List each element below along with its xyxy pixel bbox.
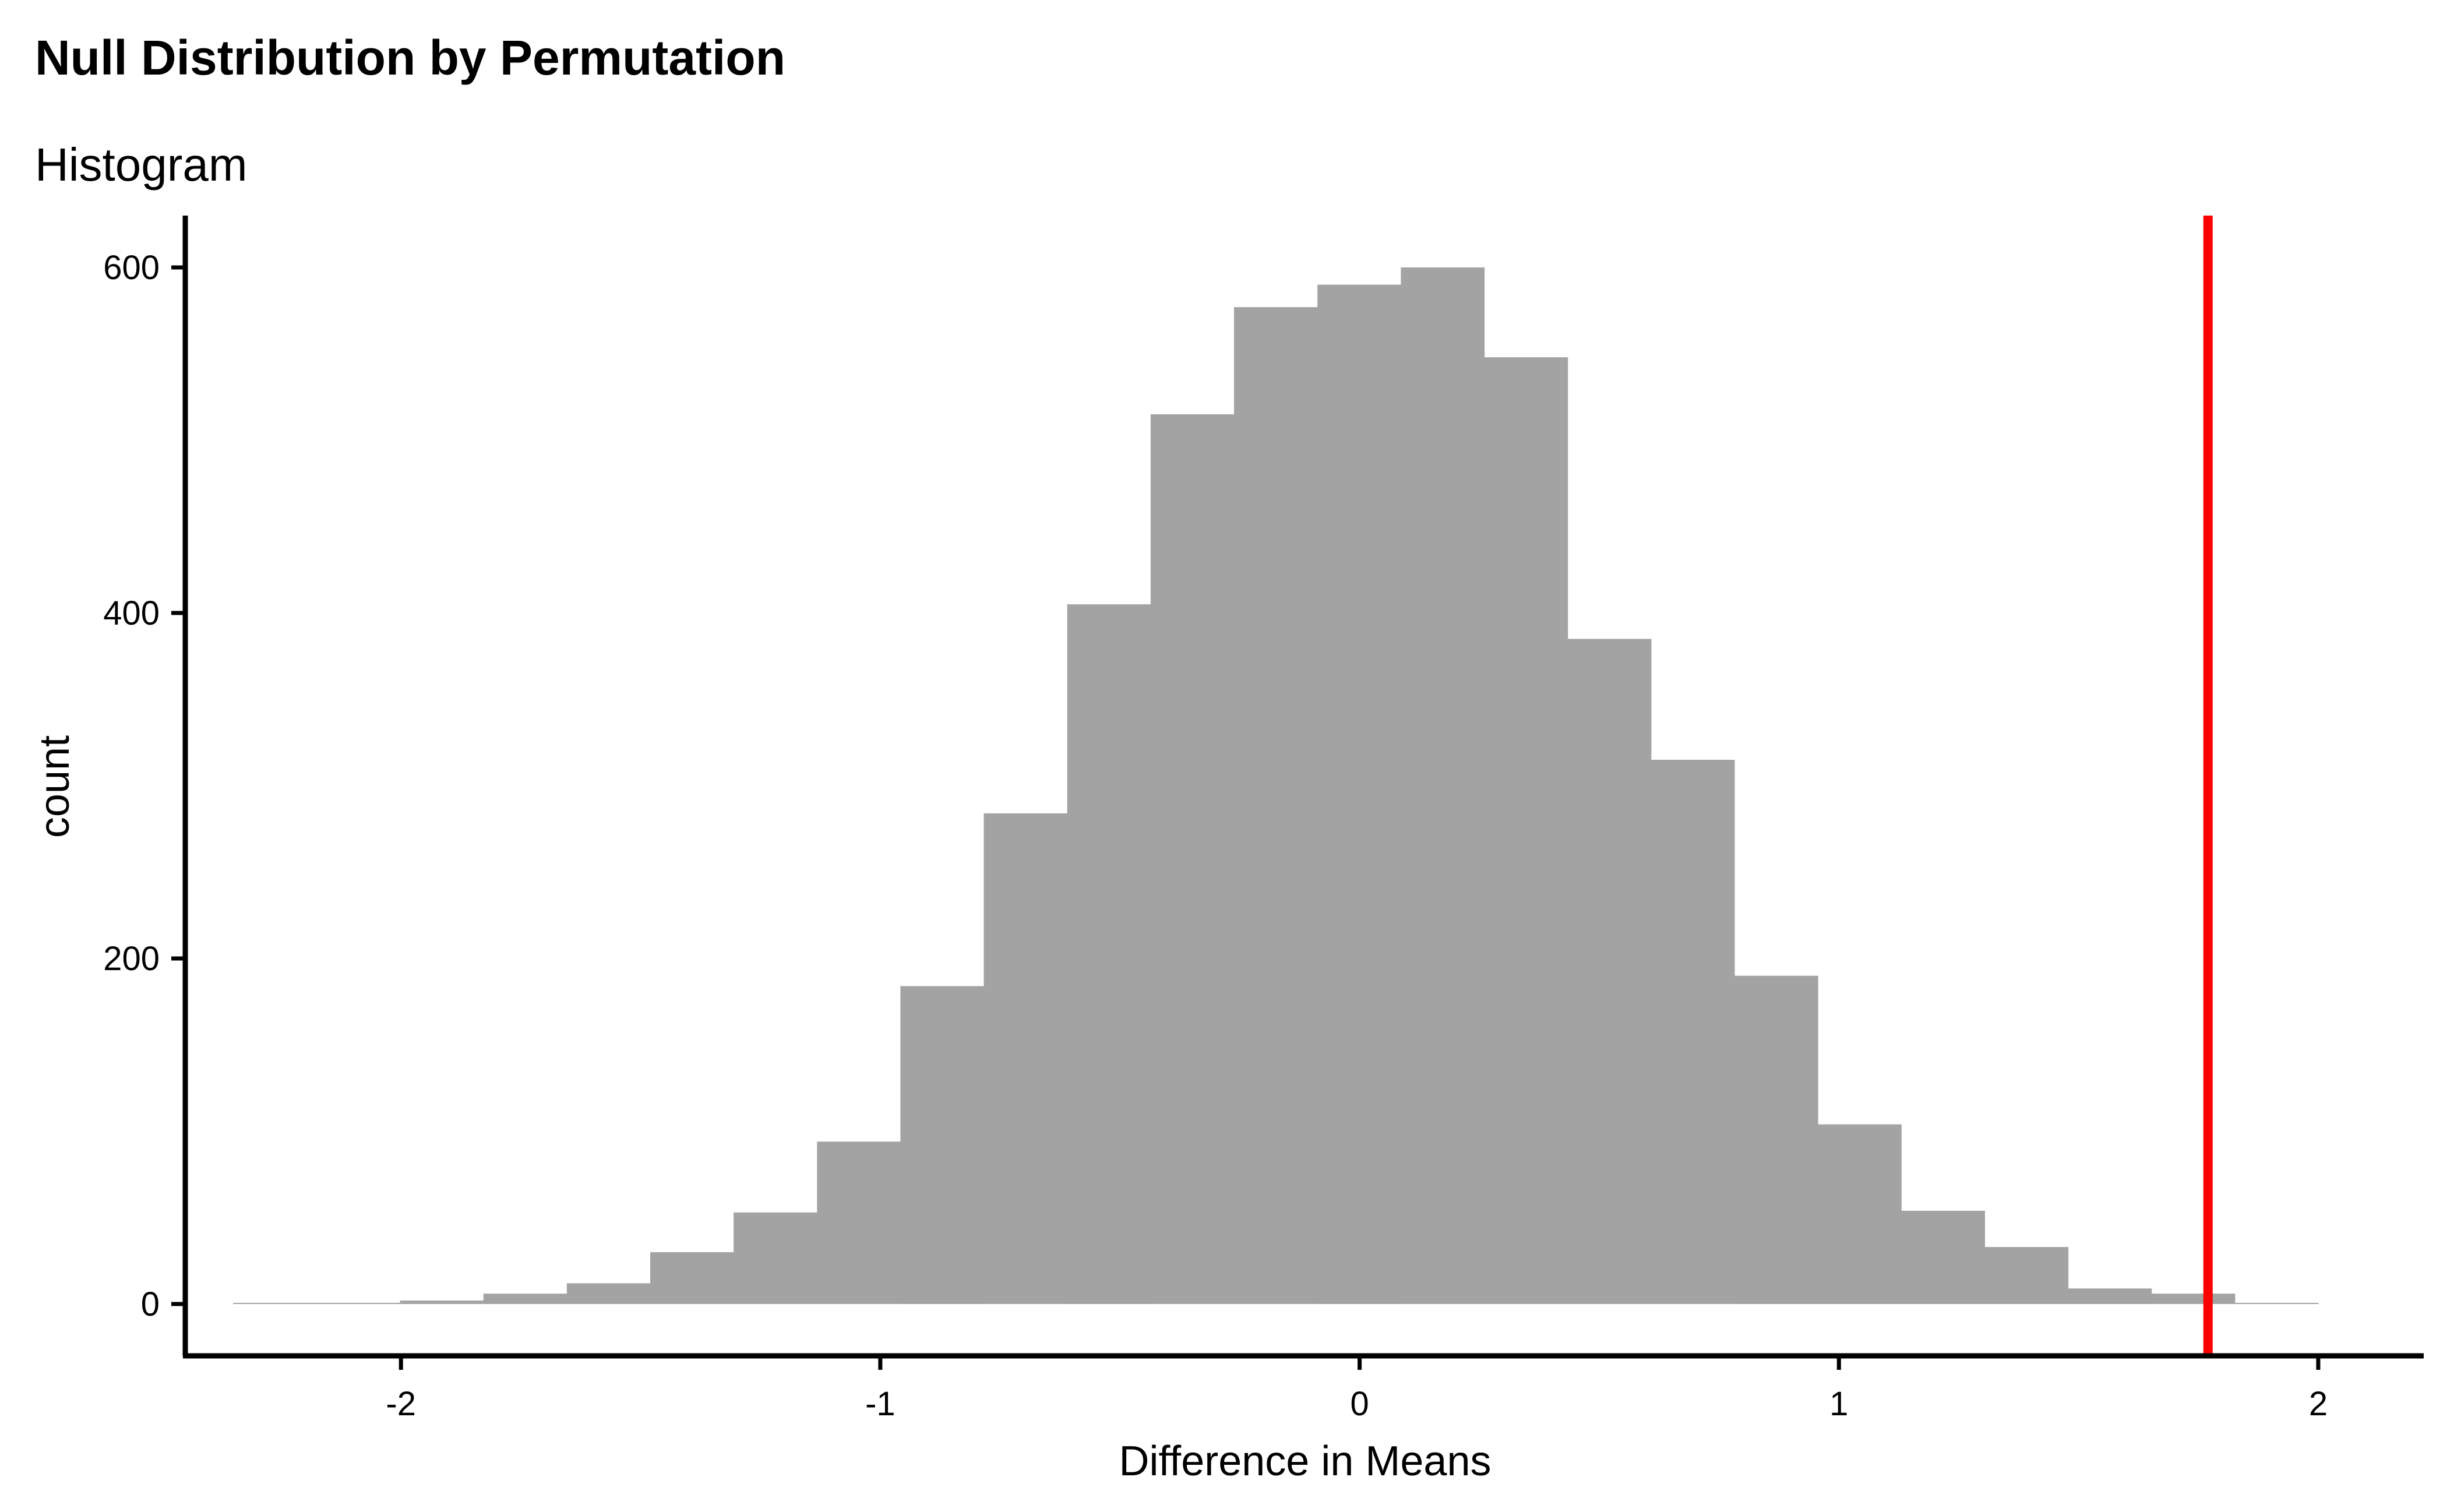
x-axis-title: Difference in Means [1119, 1438, 1492, 1485]
x-axis-ticks: -2 -1 0 1 2 [386, 1356, 2328, 1423]
chart-subtitle: Histogram [35, 139, 248, 191]
x-tick-label: -2 [386, 1385, 416, 1423]
histogram-bar [566, 1283, 651, 1305]
histogram-bar [233, 1303, 318, 1305]
y-tick-label: 200 [103, 940, 160, 978]
histogram-bar [1901, 1210, 1986, 1305]
histogram-bar [1984, 1247, 2069, 1305]
histogram-bar [483, 1294, 567, 1305]
histogram-bar [1067, 604, 1151, 1305]
histogram-bar [1818, 1124, 1902, 1305]
histogram-bar [1484, 357, 1568, 1305]
histogram-bar [1734, 975, 1818, 1305]
histogram-bar [2234, 1303, 2319, 1305]
x-tick-label: 1 [1829, 1385, 1848, 1423]
histogram-bar [650, 1252, 734, 1305]
histogram-bar [1317, 284, 1401, 1305]
histogram-bar [2068, 1288, 2152, 1305]
histogram-bar [316, 1303, 401, 1305]
histogram-bar [2151, 1294, 2236, 1305]
chart-title: Null Distribution by Permutation [35, 30, 785, 85]
histogram-bar [400, 1300, 484, 1305]
histogram-bars [233, 267, 2319, 1305]
y-axis-title: count [31, 735, 78, 838]
y-tick-label: 600 [103, 249, 160, 287]
histogram-bar [817, 1141, 901, 1305]
y-tick-label: 0 [141, 1285, 160, 1323]
histogram-bar [1234, 307, 1318, 1305]
histogram-bar [1567, 639, 1652, 1305]
y-tick-label: 400 [103, 594, 160, 632]
x-tick-label: 2 [2309, 1385, 2328, 1423]
y-axis-ticks: 0 200 400 600 [103, 249, 185, 1323]
histogram-bar [983, 813, 1068, 1305]
x-tick-label: -1 [865, 1385, 895, 1423]
histogram-bar [1150, 414, 1235, 1305]
histogram-bar [1651, 760, 1735, 1305]
histogram-bar [1401, 267, 1485, 1305]
histogram-bar [734, 1212, 817, 1305]
x-tick-label: 0 [1350, 1385, 1369, 1423]
histogram-bar [900, 986, 985, 1305]
